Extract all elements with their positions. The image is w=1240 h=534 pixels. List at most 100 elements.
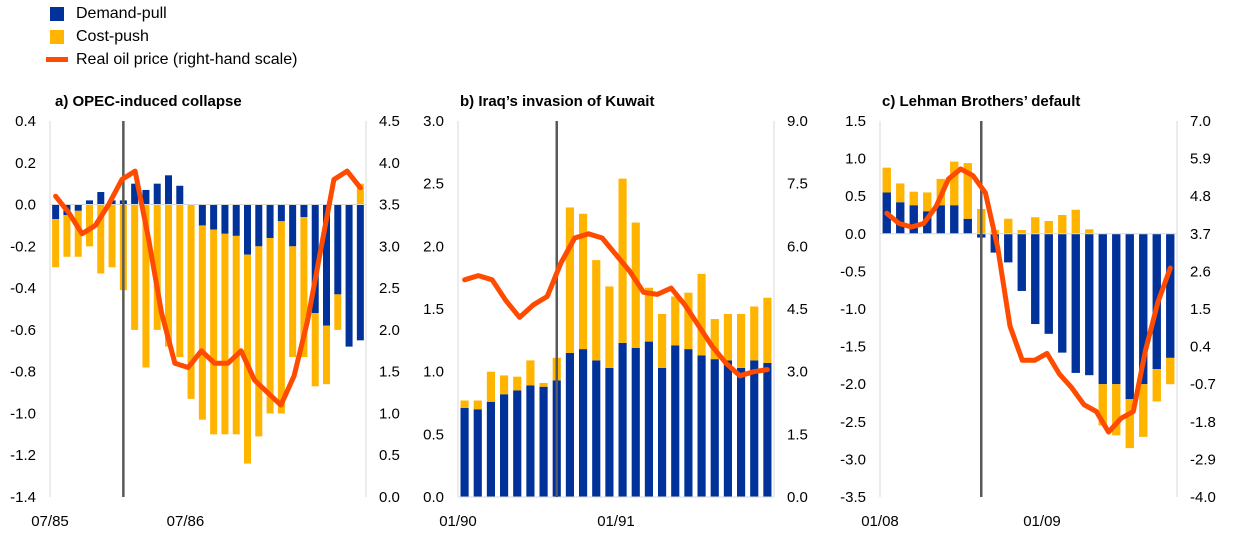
demand-pull-bar [345, 204, 353, 347]
cost-push-bar [923, 192, 932, 212]
demand-pull-bar [1166, 233, 1175, 358]
y-tick-label: -2.0 [840, 376, 866, 393]
cost-push-bar [697, 273, 706, 356]
demand-pull-bar [97, 192, 105, 205]
y-tick-label: 1.0 [423, 364, 444, 381]
cost-push-bar [1098, 384, 1107, 426]
cost-push-bar [684, 292, 693, 350]
x-tick-label: 01/08 [861, 513, 899, 530]
cost-push-bar [255, 246, 263, 437]
y2-tick-label: 3.5 [379, 197, 400, 214]
cost-push-bar [513, 376, 522, 391]
y2-tick-label: 0.4 [1190, 339, 1211, 356]
demand-pull-bar [52, 204, 60, 220]
cost-push-bar [52, 219, 60, 268]
y-tick-label: -1.0 [10, 405, 36, 422]
cost-push-bar [277, 221, 285, 414]
y-tick-label: 0.0 [423, 489, 444, 506]
demand-pull-bar [221, 204, 229, 234]
demand-pull-bar [513, 390, 522, 497]
cost-push-bar [323, 325, 330, 385]
demand-pull-swatch [50, 6, 64, 21]
cost-push-bar [1004, 218, 1013, 234]
demand-pull-bar [486, 401, 495, 497]
cost-push-bar [1139, 384, 1148, 437]
y-tick-label: -3.5 [840, 489, 866, 506]
cost-push-bar [486, 371, 495, 402]
demand-pull-bar [1071, 233, 1080, 373]
y2-tick-label: 3.7 [1190, 226, 1211, 243]
y-tick-label: 1.0 [845, 151, 866, 168]
cost-push-bar [565, 207, 574, 353]
cost-push-bar [210, 229, 218, 435]
cost-push-bar [963, 163, 972, 219]
y2-tick-label: -0.7 [1190, 376, 1216, 393]
demand-pull-bar [936, 205, 945, 234]
cost-push-bar [1031, 217, 1040, 234]
cost-push-bar [86, 204, 93, 247]
cost-push-bar [460, 400, 469, 409]
cost-push-bar [1058, 215, 1067, 234]
y2-tick-label: 4.5 [787, 301, 808, 318]
y2-tick-label: 1.0 [379, 405, 400, 422]
real-oil-price-line [884, 166, 1173, 435]
cost-push-bar [311, 313, 319, 387]
cost-push-bar [289, 246, 297, 358]
demand-pull-bar [1031, 233, 1040, 325]
demand-pull-bar [896, 202, 905, 234]
y-tick-label: -3.0 [840, 451, 866, 468]
cost-push-bar [1071, 209, 1080, 234]
demand-pull-bar [1139, 233, 1148, 385]
y2-tick-label: 2.5 [379, 280, 400, 297]
demand-pull-bar [763, 362, 772, 497]
y-tick-label: 2.5 [423, 176, 444, 193]
cost-push-bar [1017, 230, 1026, 234]
y2-tick-label: 0.5 [379, 447, 400, 464]
demand-pull-bar [142, 189, 150, 205]
demand-pull-bar [950, 205, 959, 234]
cost-push-bar [579, 213, 588, 350]
demand-pull-bar [1112, 233, 1121, 385]
demand-pull-bar [86, 200, 93, 205]
y-tick-label: -0.2 [10, 238, 36, 255]
demand-pull-bar [710, 359, 719, 497]
demand-pull-bar [909, 205, 918, 234]
y2-tick-label: 6.0 [787, 238, 808, 255]
y2-tick-label: 9.0 [787, 113, 808, 130]
cost-push-swatch [50, 29, 64, 44]
demand-pull-bar [255, 204, 263, 247]
demand-pull-bar [165, 175, 172, 205]
demand-pull-bar [644, 341, 653, 497]
y2-tick-label: 7.0 [1190, 113, 1211, 130]
cost-push-bar [356, 183, 364, 205]
demand-pull-bar [1044, 233, 1053, 334]
demand-pull-bar [153, 183, 161, 205]
legend-item-demand-pull: Demand-pull [50, 2, 297, 25]
y-tick-label: -1.5 [840, 339, 866, 356]
cost-push-bar [658, 314, 667, 368]
demand-pull-bar [1004, 233, 1013, 263]
cost-push-bar [176, 204, 184, 358]
cost-push-bar [671, 296, 680, 346]
cost-push-bar [142, 204, 150, 368]
demand-pull-bar [1017, 233, 1026, 291]
cost-push-bar [473, 400, 482, 410]
y-tick-label: 0.4 [15, 113, 36, 130]
y-tick-label: -0.6 [10, 322, 36, 339]
y-tick-label: 1.5 [845, 113, 866, 130]
cost-push-bar [763, 297, 772, 363]
y-tick-label: 0.5 [845, 188, 866, 205]
y2-tick-label: 0.0 [379, 489, 400, 506]
cost-push-bar [644, 287, 653, 342]
demand-pull-bar [323, 204, 330, 326]
panel-title: b) Iraq’s invasion of Kuwait [460, 93, 654, 110]
demand-pull-bar [198, 204, 206, 226]
legend-label: Demand-pull [76, 4, 167, 22]
demand-pull-bar [300, 204, 308, 218]
cost-push-bar [631, 222, 640, 348]
y-tick-label: 1.5 [423, 301, 444, 318]
cost-push-bar [909, 191, 918, 206]
legend: Demand-pull Cost-push Real oil price (ri… [46, 2, 297, 71]
demand-pull-bar [1098, 233, 1107, 385]
